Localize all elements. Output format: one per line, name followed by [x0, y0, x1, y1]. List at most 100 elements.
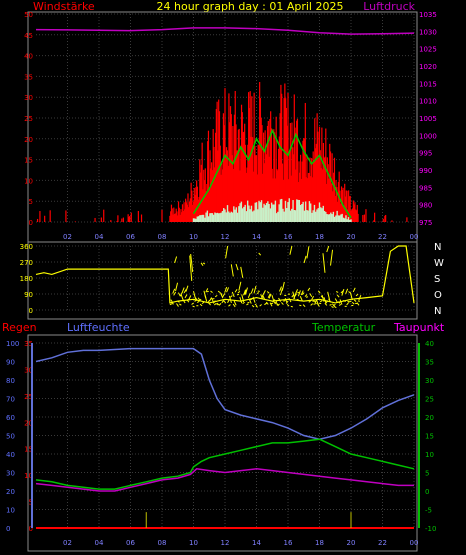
wind-direction-sample: [258, 252, 262, 256]
wind-direction-sample: [190, 253, 194, 273]
wind-direction-sample: [189, 255, 193, 282]
wind-direction-sample: [182, 299, 186, 304]
wind-direction-sample: [295, 289, 299, 294]
wind-direction-sample: [231, 291, 235, 298]
wind-tick-label: 45: [24, 32, 33, 40]
wind-direction-sample: [197, 300, 200, 304]
wind-direction-sample: [285, 300, 289, 304]
wind-average-line: [192, 128, 352, 219]
wind-direction-sample: [268, 293, 272, 299]
wind-direction-sample: [222, 293, 226, 297]
wind-direction-sample: [219, 292, 223, 295]
rain-tick-label: 15: [24, 446, 33, 454]
wind-direction-sample: [306, 246, 310, 259]
wind-tick-label: 50: [24, 11, 33, 19]
wind-direction-sample: [213, 302, 217, 306]
wind-direction-sample: [250, 298, 253, 301]
wind-direction-sample: [333, 303, 336, 307]
wind-direction-sample: [212, 300, 216, 304]
wind-direction-sample: [349, 292, 353, 301]
wind-tick-label: 10: [24, 177, 33, 185]
wind-tick-label: 0: [29, 219, 33, 227]
wind-direction-sample: [281, 281, 285, 291]
time-tick-label: 00: [410, 233, 419, 241]
wind-direction-sample: [176, 303, 179, 307]
wind-direction-sample: [224, 286, 228, 293]
wind-direction-sample: [340, 290, 344, 294]
pressure-line: [35, 27, 415, 35]
wind-direction-sample: [303, 255, 307, 264]
wind-direction-sample: [200, 262, 204, 266]
wind-direction-sample: [215, 302, 219, 305]
wind-direction-sample: [230, 295, 233, 298]
wind-direction-sample: [351, 301, 355, 305]
wind-direction-sample: [241, 294, 245, 303]
wind-direction-sample: [262, 294, 265, 300]
time-tick-label: 12: [221, 233, 230, 241]
wind-direction-sample: [247, 301, 250, 304]
humidity-tick-label: 70: [6, 396, 15, 404]
chart-title: 24 hour graph day : 01 April 2025: [157, 0, 344, 13]
time-tick-label: 04: [95, 233, 104, 241]
wind-direction-sample: [192, 305, 195, 308]
wind-direction-sample: [225, 245, 229, 259]
time-tick-label: 22: [378, 539, 387, 547]
wind-direction-sample: [242, 301, 245, 305]
rain-label: Regen: [2, 321, 37, 334]
dewpoint-label: Taupunkt: [393, 321, 445, 334]
time-tick-label: 20: [347, 539, 356, 547]
temperature-tick-label: 20: [425, 414, 434, 422]
pressure-tick-label: 1015: [419, 80, 437, 88]
time-tick-label: 12: [221, 539, 230, 547]
humidity-tick-label: 0: [6, 525, 10, 533]
wind-direction-sample: [230, 264, 234, 277]
wind-direction-sample: [308, 300, 312, 303]
pressure-tick-label: 1005: [419, 115, 437, 123]
wind-tick-label: 5: [29, 198, 33, 206]
wind-direction-sample: [226, 287, 230, 293]
compass-label: N: [434, 242, 441, 253]
wind-direction-sample: [325, 300, 329, 304]
time-tick-label: 06: [126, 233, 135, 241]
wind-direction-sample: [322, 253, 326, 273]
direction-tick-label: 360: [20, 243, 33, 251]
wind-direction-sample: [272, 299, 276, 303]
wind-direction-sample: [169, 303, 173, 306]
wind-direction-sample: [341, 288, 345, 296]
wind-direction-sample: [205, 288, 209, 293]
wind-direction-sample: [324, 302, 328, 306]
wind-direction-sample: [247, 292, 251, 299]
wind-direction-sample: [233, 300, 237, 306]
wind-direction-sample: [179, 292, 183, 297]
wind-direction-sample: [289, 245, 293, 255]
humidity-tick-label: 80: [6, 377, 15, 385]
wind-direction-sample: [254, 303, 258, 307]
wind-direction-sample: [188, 295, 192, 301]
compass-label: S: [434, 274, 440, 285]
wind-direction-sample: [240, 266, 244, 278]
wind-direction-sample: [317, 290, 321, 294]
wind-direction-sample: [279, 286, 282, 292]
wind-direction-sample: [334, 306, 337, 309]
wind-direction-sample: [355, 293, 359, 297]
direction-tick-label: 90: [24, 291, 33, 299]
wind-direction-sample: [266, 291, 270, 294]
wind-tick-label: 40: [24, 53, 33, 61]
wind-tick-label: 35: [24, 73, 33, 81]
wind-direction-sample: [286, 303, 290, 307]
humidity-line: [35, 347, 415, 440]
pressure-tick-label: 975: [419, 219, 432, 227]
wind-direction-sample: [326, 245, 330, 253]
pressure-tick-label: 990: [419, 167, 432, 175]
wind-direction-sample: [255, 305, 259, 308]
wind-direction-sample: [211, 297, 214, 303]
rain-tick-label: 25: [24, 393, 33, 401]
time-tick-label: 00: [410, 539, 419, 547]
time-tick-label: 22: [378, 233, 387, 241]
wind-direction-sample: [252, 296, 256, 303]
climate-panel: [27, 334, 418, 552]
wind-direction-sample: [304, 294, 308, 297]
humidity-tick-label: 10: [6, 507, 15, 515]
pressure-tick-label: 1000: [419, 132, 437, 140]
